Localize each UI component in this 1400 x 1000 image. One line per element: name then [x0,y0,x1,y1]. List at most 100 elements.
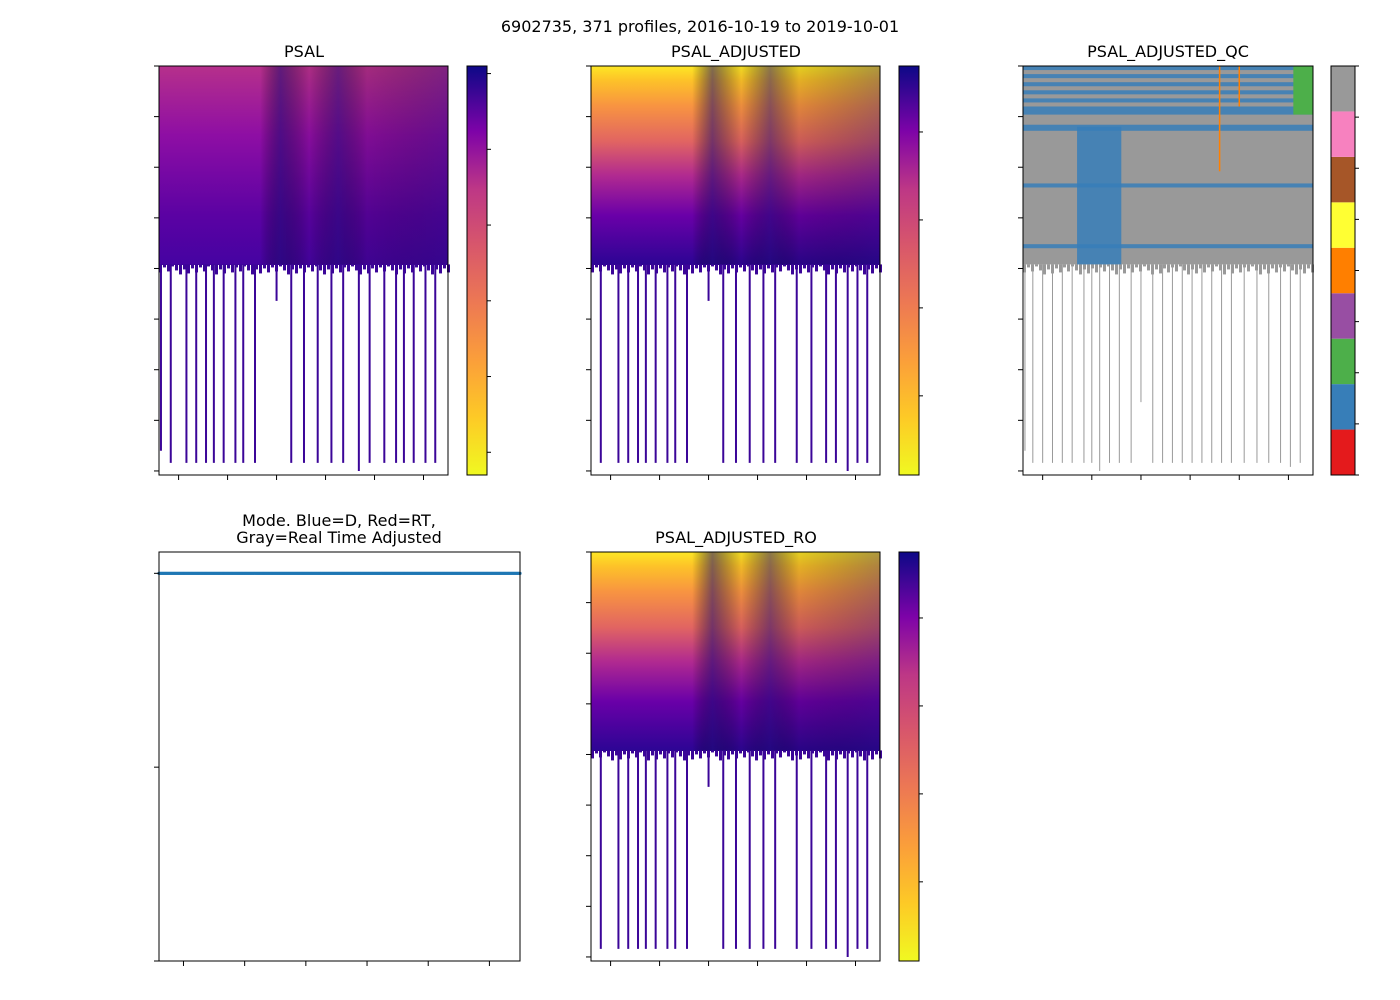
profile-bottom-edge [859,264,862,271]
profile-bottom-edge [643,750,646,757]
profile-bottom-edge [1243,264,1246,268]
profile-bottom-edge [591,264,594,273]
profile-bottom-edge [631,750,634,754]
profile-bottom-edge [599,264,602,272]
profile-bottom-edge [1047,264,1050,270]
profile-bottom-edge [439,264,442,274]
profile-bottom-edge [1267,264,1270,274]
psal-adjusted-y-axis [586,65,591,472]
qc-colorbar-segment [1331,293,1355,339]
profile-bottom-edge [607,750,610,757]
mode-series-delayed [157,571,522,575]
profile-bottom-edge [807,264,810,273]
profile-bottom-edge [1111,264,1114,271]
profile-bottom-edge [719,750,722,761]
profile-bottom-edge [727,264,730,274]
profile-bottom-edge [343,264,346,268]
profile-bottom-edge [647,750,650,761]
profile-bottom-edge [1087,264,1090,274]
figure-title: 6902735, 371 profiles, 2016-10-19 to 201… [501,17,899,36]
profile-bottom-edge [235,264,238,268]
profile-bottom-edge [239,264,242,272]
profile-bottom-edge [719,264,722,275]
profile-bottom-edge [811,264,814,268]
profile-bottom-edge [195,264,198,273]
profile-bottom-edge [679,264,682,271]
profile-bottom-edge [635,750,638,758]
profile-bottom-edge [403,264,406,274]
profile-bottom-edge [1095,264,1098,273]
profile-bottom-edge [799,750,802,760]
profile-bottom-edge [251,264,254,275]
profile-bottom-edge [867,264,870,270]
profile-bottom-edge [379,264,382,268]
profile-bottom-edge [695,750,698,755]
profile-bottom-edge [1099,264,1102,268]
profile-bottom-edge [1151,264,1154,275]
profile-bottom-edge [739,750,742,754]
profile-bottom-edge [367,264,370,274]
qc-flag-1-band [1023,74,1313,79]
profile-bottom-edge [1035,264,1038,267]
profile-bottom-edge [831,264,834,270]
profile-bottom-edge [315,264,318,267]
psal-adjusted-deep-profiles [591,264,882,471]
profile-bottom-edge [627,750,630,759]
profile-bottom-edge [683,264,686,275]
psal-adjusted-ro-panel: PSAL_ADJUSTED_RO [586,528,923,966]
profile-bottom-edge [1131,264,1134,273]
profile-bottom-edge [799,264,802,274]
profile-bottom-edge [835,264,838,274]
qc-flag-1-band [1023,124,1313,131]
profile-bottom-edge [1179,264,1182,267]
profile-bottom-edge [699,750,702,759]
profile-bottom-edge [295,264,298,274]
profile-bottom-edge [1259,264,1262,275]
profile-bottom-edge [163,264,166,268]
profile-bottom-edge [1271,264,1274,269]
profile-bottom-edge [307,264,310,268]
profile-bottom-edge [783,750,786,753]
profile-bottom-edge [699,264,702,273]
profile-bottom-edge [359,264,362,275]
profile-bottom-edge [1139,264,1142,272]
profile-bottom-edge [435,264,438,270]
profile-bottom-edge [387,264,390,267]
profile-bottom-edge [831,750,834,756]
profile-bottom-edge [1219,264,1222,271]
profile-bottom-edge [1287,264,1290,267]
profile-bottom-edge [623,750,626,755]
qc-flag-field [1023,66,1313,265]
profile-bottom-edge [299,264,302,269]
profile-bottom-edge [599,750,602,758]
profile-bottom-edge [795,750,798,756]
profile-bottom-edge [759,750,762,756]
profile-bottom-edge [327,264,330,270]
psal-adjusted-qc-x-axis [1042,475,1289,480]
profile-bottom-edge [763,264,766,274]
qc-flag-2-block [1293,66,1313,115]
profile-bottom-edge [375,264,378,273]
qc-colorbar-segment [1331,247,1355,294]
profile-bottom-edge [619,750,622,760]
profile-bottom-edge [651,750,654,756]
profile-bottom-edge [191,264,194,269]
profile-bottom-edge [655,264,658,274]
profile-bottom-edge [667,264,670,268]
profile-bottom-edge [1027,264,1030,268]
psal-adjusted-qc-y-axis [1018,65,1023,472]
profile-bottom-edge [743,750,746,758]
profile-bottom-edge [807,750,810,759]
profile-bottom-edge [743,264,746,272]
profile-bottom-edge [1043,264,1046,275]
profile-bottom-edge [1283,264,1286,272]
profile-bottom-edge [611,750,614,761]
profile-bottom-edge [615,750,618,756]
profile-bottom-edge [1067,264,1070,272]
profile-bottom-edge [1079,264,1082,275]
profile-bottom-edge [803,750,806,755]
profile-bottom-edge [687,264,690,270]
profile-bottom-edge [159,264,162,273]
psal-colorbar [466,65,488,476]
